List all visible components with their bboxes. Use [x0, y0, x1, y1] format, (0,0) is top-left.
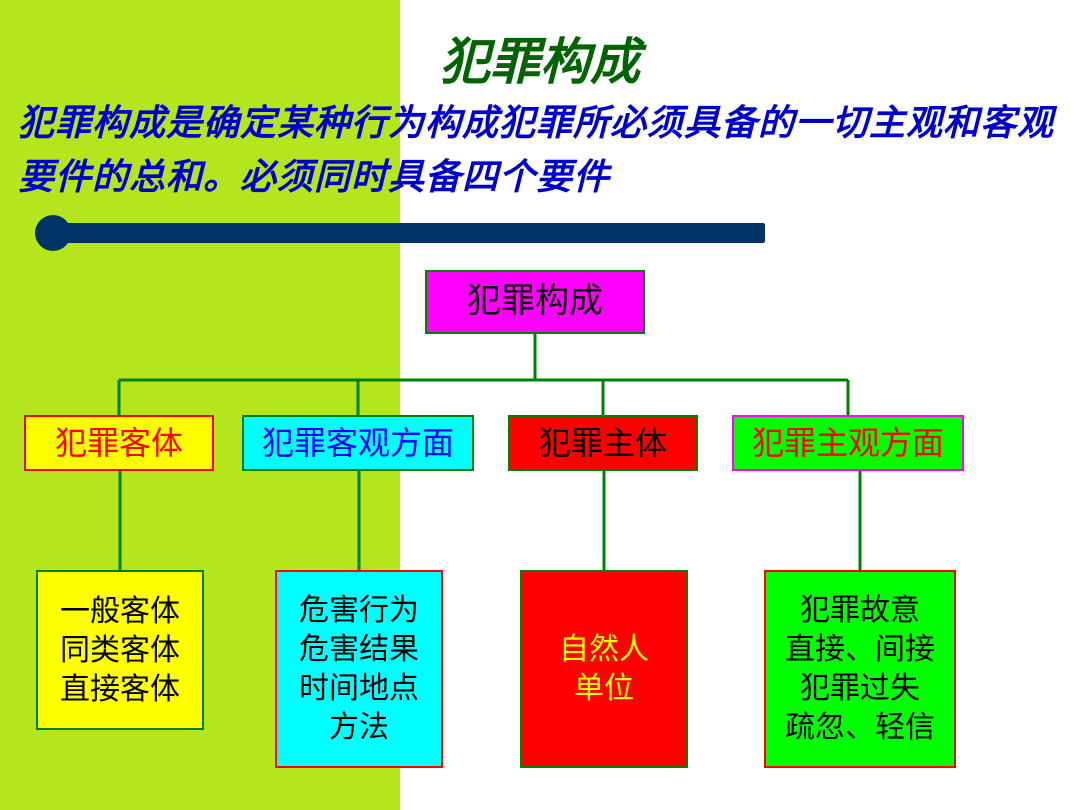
box-line: 犯罪主观方面 — [752, 425, 944, 462]
tree-leaf-1: 危害行为危害结果时间地点方法 — [275, 570, 443, 768]
box-line: 犯罪客观方面 — [262, 425, 454, 462]
slide-subtitle: 犯罪构成是确定某种行为构成犯罪所必须具备的一切主观和客观要件的总和。必须同时具备… — [0, 94, 1080, 204]
box-line: 犯罪客体 — [55, 425, 183, 462]
tree-leaf-3: 犯罪故意直接、间接犯罪过失疏忽、轻信 — [764, 570, 956, 768]
box-line: 犯罪故意 — [800, 591, 920, 630]
box-line: 犯罪构成 — [467, 282, 603, 321]
box-line: 疏忽、轻信 — [785, 708, 935, 747]
box-line: 直接客体 — [60, 670, 180, 709]
box-line: 危害行为 — [299, 591, 419, 630]
box-line: 方法 — [329, 708, 389, 747]
tree-mid-2: 犯罪主体 — [508, 415, 698, 471]
divider-line — [53, 223, 765, 243]
box-line: 自然人 — [559, 630, 649, 669]
tree-mid-0: 犯罪客体 — [24, 415, 214, 471]
tree-diagram: 犯罪构成犯罪客体一般客体同类客体直接客体犯罪客观方面危害行为危害结果时间地点方法… — [0, 270, 1080, 810]
tree-mid-3: 犯罪主观方面 — [732, 415, 964, 471]
box-line: 犯罪主体 — [539, 425, 667, 462]
box-line: 时间地点 — [299, 669, 419, 708]
slide-title: 犯罪构成 — [0, 0, 1080, 94]
box-line: 危害结果 — [299, 630, 419, 669]
box-line: 直接、间接 — [785, 630, 935, 669]
slide-content: 犯罪构成 犯罪构成是确定某种行为构成犯罪所必须具备的一切主观和客观要件的总和。必… — [0, 0, 1080, 810]
tree-mid-1: 犯罪客观方面 — [242, 415, 474, 471]
box-line: 同类客体 — [60, 631, 180, 670]
tree-leaf-2: 自然人单位 — [520, 570, 688, 768]
box-line: 单位 — [574, 669, 634, 708]
tree-leaf-0: 一般客体同类客体直接客体 — [36, 570, 204, 730]
divider-bar — [35, 215, 765, 251]
tree-root: 犯罪构成 — [425, 270, 645, 334]
box-line: 犯罪过失 — [800, 669, 920, 708]
box-line: 一般客体 — [60, 592, 180, 631]
